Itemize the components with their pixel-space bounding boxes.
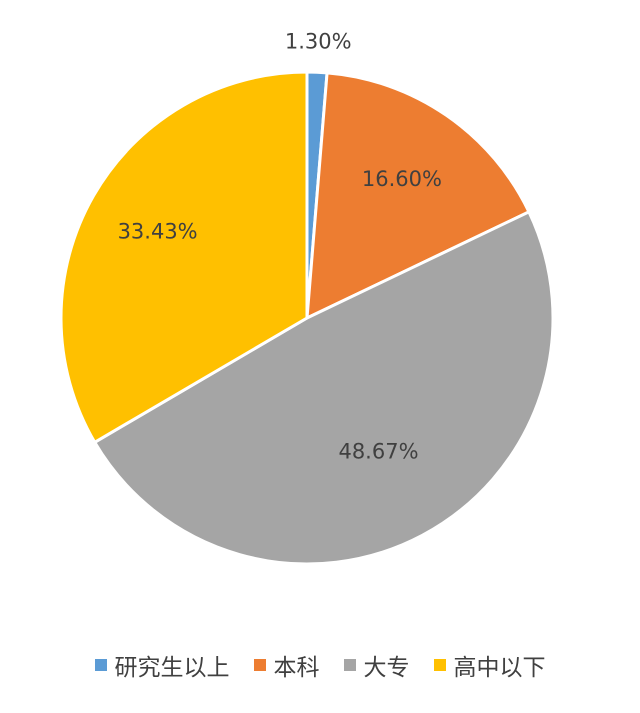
legend-swatch-bachelor bbox=[253, 659, 266, 671]
legend-swatch-high-school bbox=[433, 659, 446, 671]
legend-label-bachelor: 本科 bbox=[273, 655, 320, 681]
legend-item-college: 大专 bbox=[343, 648, 410, 682]
legend-swatch-college bbox=[343, 659, 356, 671]
legend-label-high-school: 高中以下 bbox=[453, 655, 546, 681]
legend-item-high-school: 高中以下 bbox=[433, 648, 546, 682]
legend: 研究生以上 本科 大专 高中以下 bbox=[0, 648, 640, 682]
data-label-bachelor: 16.60% bbox=[362, 167, 442, 191]
data-label-graduate: 1.30% bbox=[285, 30, 352, 54]
pie-slices bbox=[59, 70, 555, 566]
pie-chart: 1.30% 16.60% 48.67% 33.43% bbox=[59, 30, 555, 566]
pie-slice-college bbox=[92, 209, 555, 566]
legend-item-bachelor: 本科 bbox=[253, 648, 320, 682]
legend-label-college: 大专 bbox=[363, 655, 410, 681]
data-label-college: 48.67% bbox=[338, 440, 418, 464]
pie-slice-bachelor bbox=[305, 71, 531, 321]
data-label-high-school: 33.43% bbox=[118, 219, 198, 243]
pie-data-labels: 1.30% 16.60% 48.67% 33.43% bbox=[118, 30, 442, 464]
legend-label-graduate: 研究生以上 bbox=[114, 655, 230, 681]
legend-item-graduate: 研究生以上 bbox=[94, 648, 230, 682]
legend-swatch-graduate bbox=[94, 659, 107, 671]
pie-slice-high-school bbox=[59, 70, 309, 445]
